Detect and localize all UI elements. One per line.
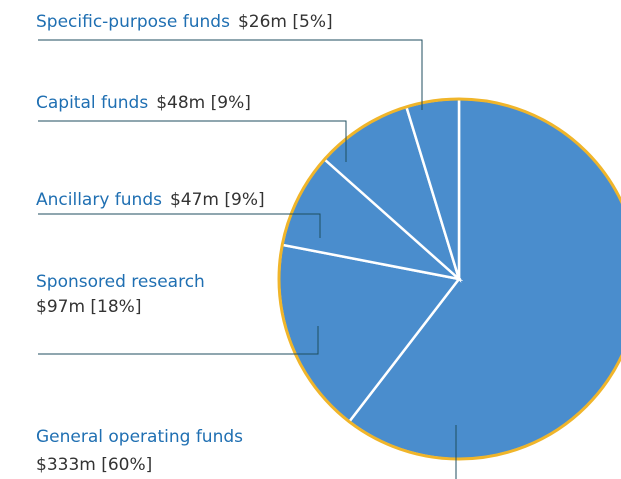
value-label: $48m [9%]: [156, 93, 251, 113]
leader-line: [38, 120, 347, 162]
value-label: $97m [18%]: [36, 297, 141, 317]
value-label: $333m [60%]: [36, 455, 152, 475]
leader-line: [38, 39, 423, 110]
slice-label: Ancillary funds $47m [9%]: [36, 190, 265, 210]
slice-label: Specific-purpose funds $26m [5%]: [36, 12, 333, 32]
value-label: $26m [5%]: [238, 12, 333, 32]
leader-line: [38, 213, 321, 238]
pie-outline: [277, 97, 621, 461]
slice-name: Ancillary funds: [36, 190, 162, 210]
slice-name: Capital funds: [36, 93, 148, 113]
slice-label: Capital funds $48m [9%]: [36, 93, 251, 113]
slice-label: General operating funds: [36, 427, 243, 447]
value-label: $47m [9%]: [170, 190, 265, 210]
slice-label: Sponsored research: [36, 272, 205, 292]
slice-name: Specific-purpose funds: [36, 12, 230, 32]
leader-line: [38, 326, 319, 355]
